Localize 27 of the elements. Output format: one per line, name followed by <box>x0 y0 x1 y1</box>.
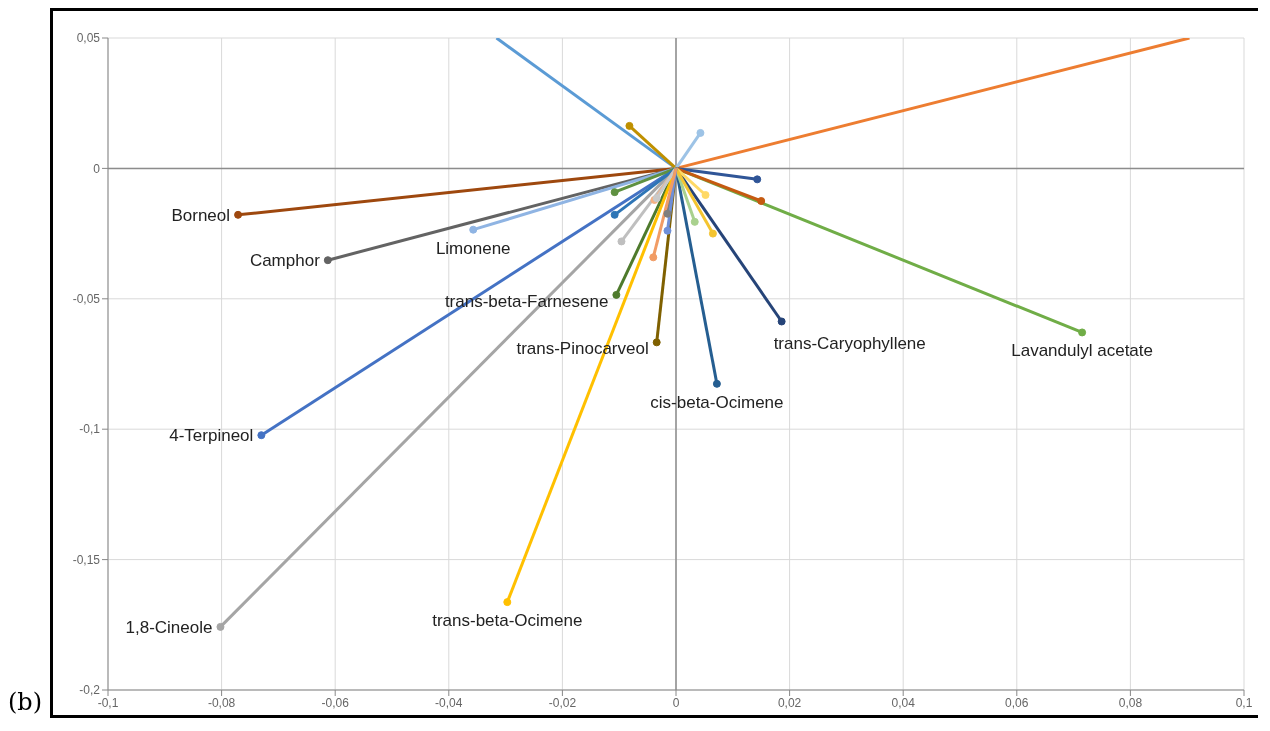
x-tick-label: 0,06 <box>1005 695 1029 710</box>
series-label: 4-Terpineol <box>169 426 254 446</box>
x-tick-label: -0,1 <box>97 695 119 710</box>
series-label: Limonene <box>435 238 511 258</box>
y-tick-label: -0,15 <box>72 552 101 567</box>
y-tick-label: -0,2 <box>79 683 101 698</box>
series-label: Borneol <box>171 205 231 225</box>
series-label: trans-Caryophyllene <box>773 334 926 354</box>
series-label: Camphor <box>249 251 321 271</box>
x-tick-label: 0,1 <box>1235 695 1253 710</box>
x-tick-label: 0 <box>672 695 680 710</box>
x-tick-label: 0,02 <box>777 695 802 710</box>
series-label: 1,8-Cineole <box>125 617 213 637</box>
y-tick-label: -0,1 <box>79 422 101 437</box>
text: (b) <box>8 688 43 716</box>
x-tick-label: -0,02 <box>548 695 577 710</box>
x-tick-label: 0,04 <box>891 695 916 710</box>
x-tick-label: 0,08 <box>1118 695 1143 710</box>
x-tick-label: -0,08 <box>207 695 236 710</box>
series-label: Lavandulyl acetate <box>1011 341 1154 361</box>
y-tick-label: -0,05 <box>72 292 101 307</box>
series-label: trans-beta-Ocimene <box>432 611 583 631</box>
x-tick-label: -0,04 <box>435 695 463 710</box>
x-tick-label: -0,06 <box>321 695 350 710</box>
series-label: cis-beta-Ocimene <box>650 392 784 412</box>
y-tick-label: 0,05 <box>76 31 101 46</box>
y-tick-label: 0 <box>93 161 101 176</box>
